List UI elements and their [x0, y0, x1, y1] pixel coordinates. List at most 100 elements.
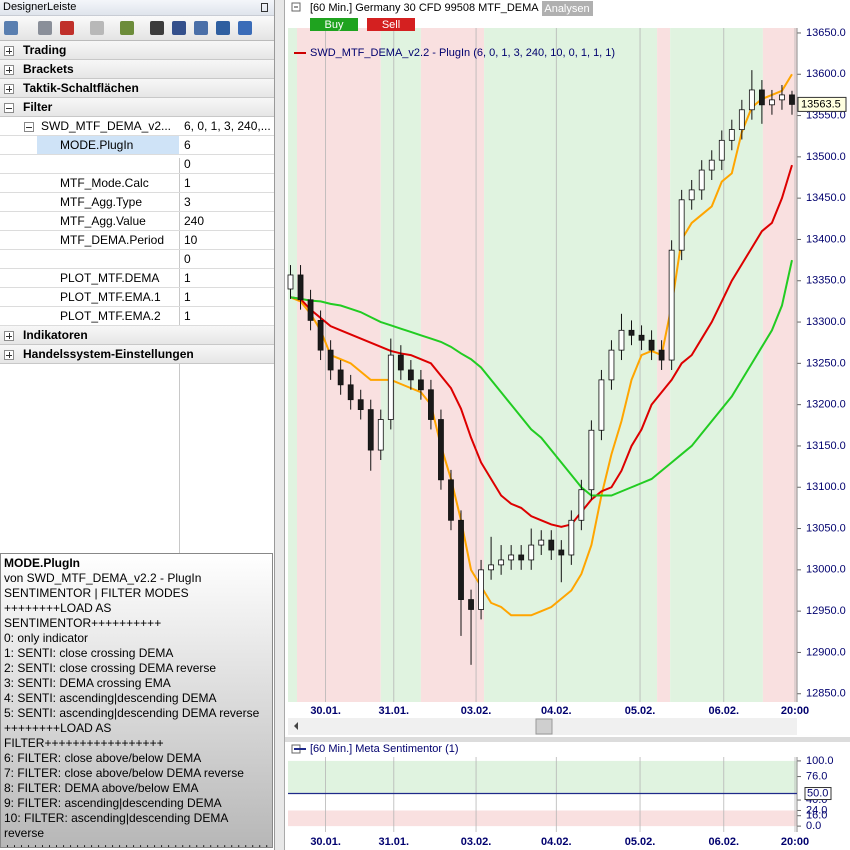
pin-button[interactable] — [261, 3, 268, 12]
help-line: 10: FILTER: ascending|descending DEMA re… — [4, 811, 228, 840]
param-row[interactable]: MTF_Agg.Value 240 — [0, 212, 274, 231]
signal-zone — [762, 28, 797, 702]
section-label: Taktik-Schaltflächen — [23, 81, 139, 95]
param-row[interactable]: PLOT_MTF.EMA.2 1 — [0, 307, 274, 326]
scroll-left[interactable] — [294, 722, 298, 730]
candle-body — [528, 544, 535, 561]
tool-button[interactable] — [150, 21, 164, 35]
tree-section[interactable]: Trading — [0, 41, 274, 60]
candle-body — [638, 334, 645, 341]
param-row[interactable]: 0 — [0, 155, 274, 174]
y-tick-label: 13600.0 — [806, 68, 846, 80]
candle-body — [738, 109, 745, 130]
y-tick-label: 13050.0 — [806, 522, 846, 534]
tool-button[interactable] — [120, 21, 134, 35]
x-tick-label: 31.01. — [379, 705, 410, 717]
y-tick-label: 13400.0 — [806, 233, 846, 245]
candle-body — [648, 339, 655, 351]
param-row[interactable]: PLOT_MTF.DEMA 1 — [0, 269, 274, 288]
param-name: PLOT_MTF.DEMA — [60, 271, 160, 285]
y-tick-label: 0.0 — [806, 820, 821, 832]
help-line: ++++++++LOAD AS SENTIMENTOR++++++++++ — [4, 601, 162, 630]
tool-button[interactable] — [38, 21, 52, 35]
analysen-label: Analysen — [544, 3, 589, 15]
tool-button[interactable] — [90, 21, 104, 35]
y-tick-label: 76.0 — [806, 770, 827, 782]
help-line: 0: only indicator — [4, 631, 89, 645]
expand-box — [4, 84, 14, 94]
candle-body — [668, 249, 675, 361]
chart-title: [60 Min.] Germany 30 CFD 99508 MTF_DEMA — [310, 2, 539, 14]
indicator-line — [290, 73, 793, 617]
x-tick-label: 05.02. — [625, 836, 656, 848]
tree-section[interactable]: Filter — [0, 98, 274, 117]
candle-body — [548, 539, 555, 551]
help-line: 1: SENTI: close crossing DEMA — [4, 646, 174, 660]
designer-panel: DesignerLeiste Trading Brackets Taktik-Sch… — [0, 0, 275, 850]
param-row[interactable]: MTF_DEMA.Period 10 — [0, 231, 274, 250]
tree-section[interactable]: Taktik-Schaltflächen — [0, 79, 274, 98]
y-tick-label: 12900.0 — [806, 646, 846, 658]
x-tick-label: 06.02. — [708, 705, 739, 717]
candle-body — [658, 349, 665, 361]
candle-body — [538, 539, 545, 546]
candle-body — [779, 94, 785, 101]
x-tick-label: 20:00 — [781, 705, 809, 717]
param-row[interactable]: MTF_Mode.Calc 1 — [0, 174, 274, 193]
tool-button[interactable] — [60, 21, 74, 35]
help-line: 8: FILTER: DEMA above/below EMA — [4, 781, 199, 795]
y-tick-label: 13500.0 — [806, 151, 846, 163]
candle-body — [468, 599, 474, 610]
param-row[interactable]: PLOT_MTF.EMA.1 1 — [0, 288, 274, 307]
tree-section[interactable]: Brackets — [0, 60, 274, 79]
x-tick-label: 04.02. — [541, 836, 572, 848]
param-row[interactable]: MTF_Agg.Type 3 — [0, 193, 274, 212]
y-tick-label: 13350.0 — [806, 275, 846, 287]
candle-body — [367, 409, 374, 451]
indicator-line — [290, 259, 793, 497]
signal-band — [288, 810, 797, 827]
tree-section[interactable]: Handelssystem-Einstellungen — [0, 345, 274, 364]
tree-section[interactable]: Indikatoren — [0, 326, 274, 345]
signal-zone — [297, 28, 381, 702]
signal-button[interactable] — [367, 18, 415, 31]
help-line: ++++++++LOAD AS FILTER+++++++++++++++++ — [4, 721, 164, 750]
tool-button[interactable] — [238, 21, 252, 35]
help-line: 9: FILTER: ascending|descending DEMA — [4, 796, 222, 810]
candle-body — [748, 89, 755, 111]
candle-body — [568, 519, 575, 556]
price-label-box — [797, 96, 847, 112]
candle-body — [488, 564, 494, 571]
candle-body — [438, 419, 444, 481]
candle-body — [508, 554, 515, 561]
candle-body — [728, 129, 735, 141]
candle-body — [618, 329, 625, 351]
candle-body — [287, 274, 294, 290]
analysen-button[interactable] — [542, 1, 593, 16]
candle-body — [518, 554, 525, 561]
tool-button[interactable] — [194, 21, 208, 35]
candle-body — [478, 569, 484, 610]
tool-button[interactable] — [172, 21, 186, 35]
tool-button[interactable] — [4, 21, 18, 35]
y-tick-label: 100.0 — [806, 755, 834, 767]
pane-splitter[interactable] — [285, 737, 850, 742]
scroll-thumb[interactable] — [535, 718, 553, 735]
section-label: Indikatoren — [23, 328, 88, 342]
toolbar — [0, 16, 274, 41]
tool-button[interactable] — [216, 21, 230, 35]
param-row[interactable]: MODE.PlugIn 6 — [0, 136, 274, 155]
candle-body — [428, 389, 434, 420]
param-name — [37, 250, 179, 268]
param-name — [37, 155, 179, 173]
y-tick-label: 13550.0 — [806, 109, 846, 121]
help-line: von SWD_MTF_DEMA_v2.2 - PlugIn — [4, 571, 202, 585]
help-box: MODE.PlugIn von SWD_MTF_DEMA_v2.2 - PlugI… — [0, 553, 273, 848]
x-tick-label: 06.02. — [708, 836, 739, 848]
candle-body — [678, 199, 685, 251]
signal-button[interactable] — [310, 18, 358, 31]
param-row[interactable]: 0 — [0, 250, 274, 269]
candle-body — [688, 189, 695, 201]
candle-body — [598, 379, 605, 431]
splitter[interactable] — [275, 0, 285, 850]
